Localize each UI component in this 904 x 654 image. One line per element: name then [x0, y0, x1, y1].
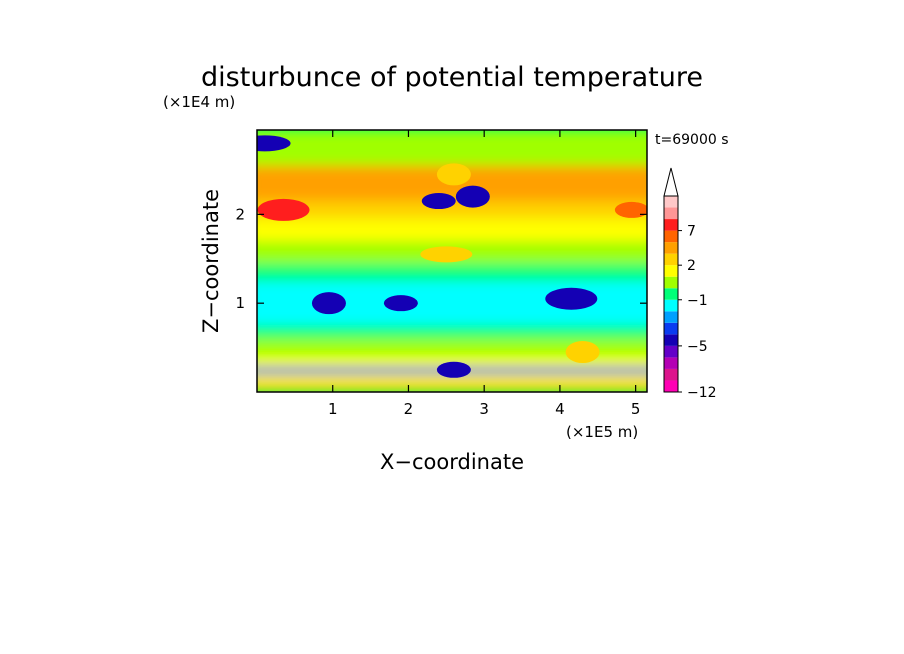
colorbar-segment: [664, 230, 678, 243]
colorbar-segment: [664, 253, 678, 266]
field-feature: [436, 361, 471, 378]
field-feature: [436, 163, 471, 186]
colorbar-segment: [664, 299, 678, 312]
x-unit-label: (×1E5 m): [566, 423, 638, 441]
x-tick-label: 3: [479, 400, 489, 418]
field-band: [257, 263, 647, 281]
field-feature: [257, 135, 291, 152]
y-tick-label: 1: [235, 294, 245, 312]
field-band: [257, 201, 647, 219]
field-feature: [614, 201, 647, 218]
colorbar: −12−5−127: [663, 167, 717, 401]
colorbar-segment: [664, 219, 678, 231]
field-band: [257, 356, 647, 368]
colorbar-segment: [664, 334, 678, 346]
y-axis-label: Z−coordinate: [199, 189, 223, 333]
field-band: [257, 218, 647, 242]
colorbar-tick-label: 2: [687, 258, 696, 274]
colorbar-tick-label: −1: [687, 293, 708, 309]
colorbar-segment: [664, 368, 678, 381]
y-unit-label: (×1E4 m): [163, 93, 235, 111]
colorbar-segment: [664, 207, 678, 220]
colorbar-extend-arrow: [663, 167, 679, 197]
x-axis-label: X−coordinate: [380, 450, 524, 474]
field-band: [257, 325, 647, 339]
y-axis-ticks: 12: [235, 205, 647, 312]
colorbar-segment: [664, 311, 678, 323]
field-band: [257, 280, 647, 326]
time-label: t=69000 s: [655, 132, 729, 148]
field-band: [257, 338, 647, 357]
x-tick-label: 1: [328, 400, 338, 418]
colorbar-segment: [664, 357, 678, 369]
y-tick-label: 2: [235, 205, 245, 223]
field-feature: [311, 292, 346, 315]
field-band: [257, 381, 647, 392]
colorbar-tick-label: −5: [687, 339, 708, 355]
field-feature: [257, 198, 310, 221]
field-feature: [455, 185, 490, 208]
field-feature: [565, 341, 600, 364]
field-feature: [420, 246, 473, 263]
colorbar-segment: [664, 242, 678, 254]
field-band: [257, 130, 647, 166]
field-feature: [383, 295, 418, 312]
colorbar-segment: [664, 288, 678, 300]
x-tick-label: 2: [404, 400, 414, 418]
colorbar-tick-label: 7: [687, 224, 696, 240]
colorbar-tick-label: −12: [687, 385, 717, 401]
colorbar-segment: [664, 196, 678, 208]
colorbar-segment: [664, 380, 678, 392]
chart-title: disturbunce of potential temperature: [201, 62, 703, 93]
colorbar-segment: [664, 265, 678, 277]
plot-frame: [256, 129, 648, 393]
x-axis-ticks: 1 2 3 4 5: [328, 130, 640, 418]
field-band: [257, 374, 647, 382]
colorbar-frame: [663, 195, 679, 393]
x-tick-label: 5: [631, 400, 641, 418]
field-feature: [421, 193, 456, 210]
field-feature: [545, 287, 598, 310]
colorbar-segment: [664, 345, 678, 358]
colorbar-segment: [664, 322, 678, 335]
temperature-field: [257, 130, 647, 392]
colorbar-segment: [664, 276, 678, 289]
x-tick-label: 4: [555, 400, 565, 418]
